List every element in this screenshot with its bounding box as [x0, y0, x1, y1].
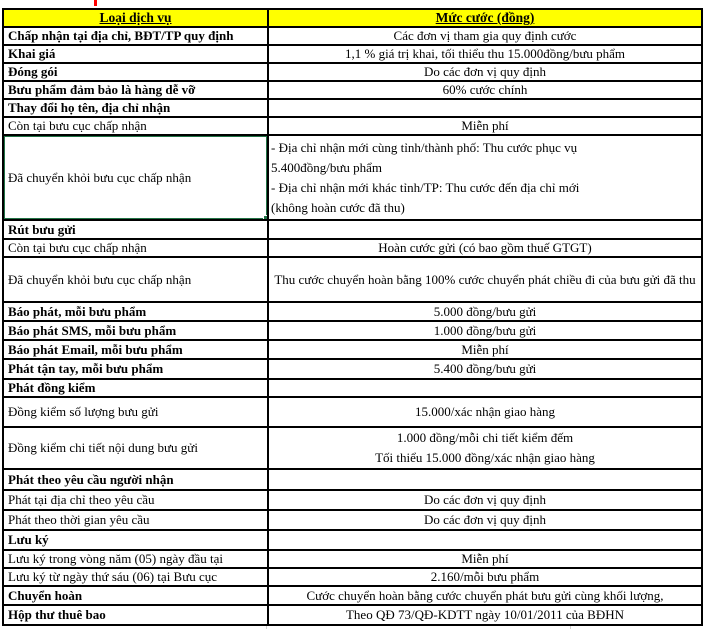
service-cell[interactable]: Phát theo yêu cầu người nhận: [2, 468, 269, 491]
fee-cell[interactable]: Các đơn vị tham gia quy định cước: [267, 26, 703, 46]
fee-cell[interactable]: [267, 378, 703, 398]
fee-cell[interactable]: 1.000 đồng/bưu gửi: [267, 320, 703, 341]
fee-cell[interactable]: Theo QĐ 73/QĐ-KDTT ngày 10/01/2011 của B…: [267, 604, 703, 626]
table-row: Khai giá 1,1 % giá trị khai, tối thiểu th…: [2, 44, 703, 64]
fee-cell[interactable]: Miễn phí: [267, 116, 703, 136]
fee-cell[interactable]: 60% cước chính: [267, 80, 703, 100]
service-cell[interactable]: Phát tại địa chỉ theo yêu cầu: [2, 489, 269, 511]
fee-cell[interactable]: Miễn phí: [267, 549, 703, 569]
fee-cell[interactable]: 1.000 đồng/mỗi chi tiết kiểm đếm Tối thi…: [267, 426, 703, 470]
service-cell[interactable]: Lưu ký trong vòng năm (05) ngày đầu tại: [2, 549, 269, 569]
table-row: Phát tận tay, mỗi bưu phẩm 5.400 đồng/bưu…: [2, 358, 703, 380]
table-row: Đồng kiểm số lượng bưu gửi 15.000/xác nhậ…: [2, 396, 703, 428]
service-cell-selected[interactable]: Đã chuyển khỏi bưu cục chấp nhận: [2, 134, 269, 221]
service-cell[interactable]: Phát đồng kiểm: [2, 378, 269, 398]
table-row: Còn tại bưu cục chấp nhận Miễn phí: [2, 116, 703, 136]
service-cell[interactable]: Phát theo thời gian yêu cầu: [2, 509, 269, 531]
fee-cell[interactable]: Do các đơn vị quy định: [267, 62, 703, 82]
service-cell[interactable]: Đã chuyển khỏi bưu cục chấp nhận: [2, 256, 269, 303]
table-row: Báo phát Email, mỗi bưu phẩm Miễn phí: [2, 339, 703, 360]
service-cell[interactable]: Đóng gói: [2, 62, 269, 82]
fee-cell[interactable]: - Địa chỉ nhận mới cùng tỉnh/thành phố: …: [267, 134, 703, 221]
table-row: Hộp thư thuê bao Theo QĐ 73/QĐ-KDTT ngày …: [2, 604, 703, 626]
service-cell[interactable]: Đồng kiểm chi tiết nội dung bưu gửi: [2, 426, 269, 470]
table-row: Phát đồng kiểm: [2, 378, 703, 398]
service-cell[interactable]: Rút bưu gửi: [2, 219, 269, 240]
table-row: Đóng gói Do các đơn vị quy định: [2, 62, 703, 82]
fee-cell[interactable]: [267, 98, 703, 118]
table-row: Lưu ký: [2, 529, 703, 551]
postal-fee-table: Loại dịch vụ Mức cước (đồng) Chấp nhận t…: [2, 8, 703, 626]
fee-cell[interactable]: 2.160/mỗi bưu phẩm: [267, 567, 703, 587]
service-cell[interactable]: Lưu ký: [2, 529, 269, 551]
table-row: Phát theo yêu cầu người nhận: [2, 468, 703, 491]
fee-table-body: Chấp nhận tại địa chỉ, BĐT/TP quy định Cá…: [2, 26, 703, 626]
service-cell[interactable]: Còn tại bưu cục chấp nhận: [2, 116, 269, 136]
fee-cell[interactable]: Thu cước chuyển hoàn bằng 100% cước chuy…: [267, 256, 703, 303]
service-cell[interactable]: Hộp thư thuê bao: [2, 604, 269, 626]
service-cell[interactable]: Thay đổi họ tên, địa chỉ nhận: [2, 98, 269, 118]
column-header-fee[interactable]: Mức cước (đồng): [267, 8, 703, 28]
fee-cell[interactable]: 5.000 đồng/bưu gửi: [267, 301, 703, 322]
table-row: Lưu ký trong vòng năm (05) ngày đầu tại M…: [2, 549, 703, 569]
column-header-service[interactable]: Loại dịch vụ: [2, 8, 269, 28]
table-row: Rút bưu gửi: [2, 219, 703, 240]
service-cell[interactable]: Đồng kiểm số lượng bưu gửi: [2, 396, 269, 428]
service-cell[interactable]: Chấp nhận tại địa chỉ, BĐT/TP quy định: [2, 26, 269, 46]
table-row: Chuyển hoàn Cước chuyển hoàn bằng cước ch…: [2, 585, 703, 606]
table-row: Chấp nhận tại địa chỉ, BĐT/TP quy định Cá…: [2, 26, 703, 46]
table-row: Lưu ký từ ngày thứ sáu (06) tại Bưu cục 2…: [2, 567, 703, 587]
service-cell[interactable]: Báo phát Email, mỗi bưu phẩm: [2, 339, 269, 360]
fee-cell[interactable]: Miễn phí: [267, 339, 703, 360]
service-cell[interactable]: Chuyển hoàn: [2, 585, 269, 606]
service-cell[interactable]: Lưu ký từ ngày thứ sáu (06) tại Bưu cục: [2, 567, 269, 587]
service-cell[interactable]: Báo phát SMS, mỗi bưu phẩm: [2, 320, 269, 341]
table-row: Bưu phẩm đảm bảo là hàng dễ vỡ 60% cước c…: [2, 80, 703, 100]
fee-cell[interactable]: 5.400 đồng/bưu gửi: [267, 358, 703, 380]
header-row: Loại dịch vụ Mức cước (đồng): [2, 8, 703, 28]
red-cursor-mark: [94, 0, 97, 6]
table-row: Đã chuyển khỏi bưu cục chấp nhận Thu cước…: [2, 256, 703, 303]
table-row: Báo phát, mỗi bưu phẩm 5.000 đồng/bưu gửi: [2, 301, 703, 322]
fee-cell[interactable]: [267, 468, 703, 491]
fee-cell[interactable]: Hoàn cước gửi (có bao gồm thuế GTGT): [267, 238, 703, 258]
service-cell[interactable]: Báo phát, mỗi bưu phẩm: [2, 301, 269, 322]
fee-cell[interactable]: Cước chuyển hoàn bằng cước chuyển phát b…: [267, 585, 703, 606]
service-cell[interactable]: Bưu phẩm đảm bảo là hàng dễ vỡ: [2, 80, 269, 100]
fee-cell[interactable]: [267, 529, 703, 551]
service-cell[interactable]: Phát tận tay, mỗi bưu phẩm: [2, 358, 269, 380]
table-row: Phát theo thời gian yêu cầu Do các đơn vị…: [2, 509, 703, 531]
table-row: Còn tại bưu cục chấp nhận Hoàn cước gửi (…: [2, 238, 703, 258]
fee-cell[interactable]: Do các đơn vị quy định: [267, 489, 703, 511]
table-row: Đồng kiểm chi tiết nội dung bưu gửi 1.000…: [2, 426, 703, 470]
table-row: Đã chuyển khỏi bưu cục chấp nhận - Địa ch…: [2, 134, 703, 221]
table-row: Báo phát SMS, mỗi bưu phẩm 1.000 đồng/bưu…: [2, 320, 703, 341]
service-cell[interactable]: Còn tại bưu cục chấp nhận: [2, 238, 269, 258]
table-row: Phát tại địa chỉ theo yêu cầu Do các đơn …: [2, 489, 703, 511]
service-cell[interactable]: Khai giá: [2, 44, 269, 64]
table-row: Thay đổi họ tên, địa chỉ nhận: [2, 98, 703, 118]
fee-cell[interactable]: 1,1 % giá trị khai, tối thiểu thu 15.000…: [267, 44, 703, 64]
fee-cell[interactable]: 15.000/xác nhận giao hàng: [267, 396, 703, 428]
fee-cell[interactable]: [267, 219, 703, 240]
fee-cell[interactable]: Do các đơn vị quy định: [267, 509, 703, 531]
